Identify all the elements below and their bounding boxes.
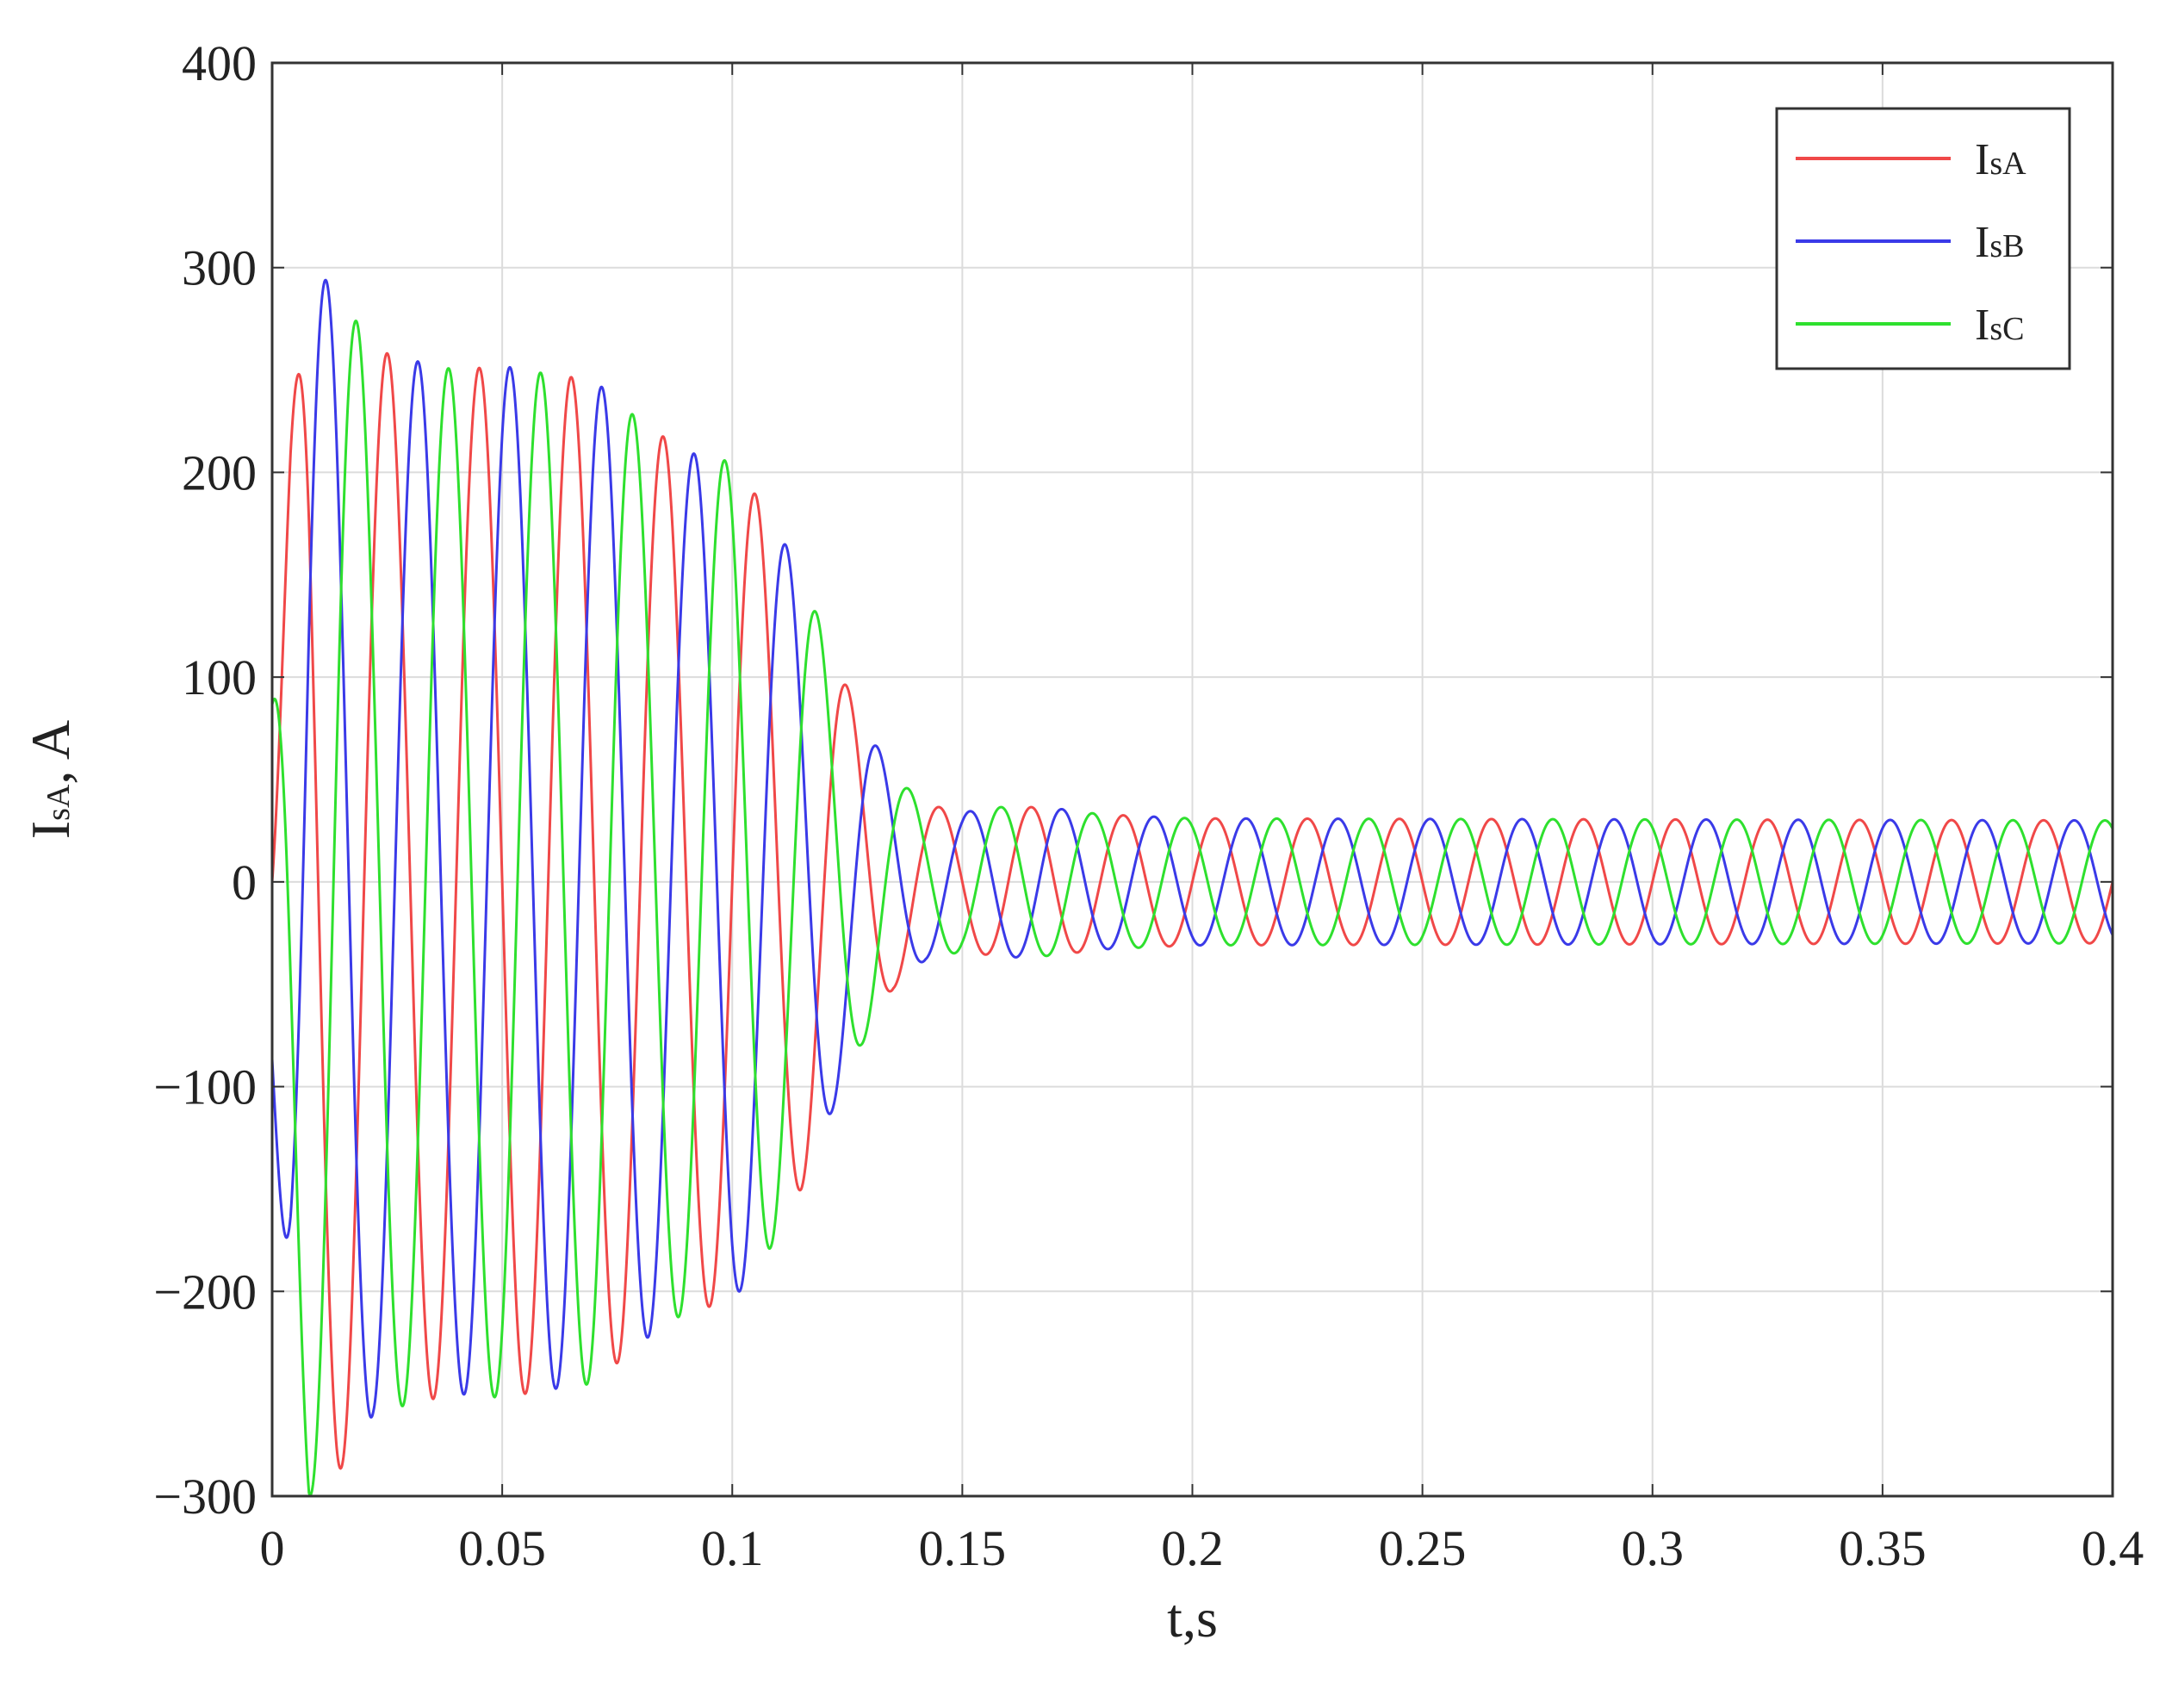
x-tick-label: 0.4 [2082,1520,2144,1576]
series-line-2 [270,278,2114,1419]
x-tick-label: 0.05 [458,1520,546,1576]
x-tick-label: 0.2 [1161,1520,1224,1576]
y-tick-labels: −300 −200 −100 0 100 200 300 400 [153,35,257,1525]
y-axis-title-sub: sA [40,784,77,821]
y-axis-title-main: I [20,821,81,839]
legend-label: IsB [1975,218,2024,267]
axis-ticks [271,62,2113,1497]
series-line-1 [270,351,2114,1470]
x-tick-label: 0.3 [1622,1520,1685,1576]
legend-label-main: I [1975,135,1989,184]
x-tick-labels: 0 0.05 0.1 0.15 0.2 0.25 0.3 0.35 0.4 [260,1520,2144,1576]
series-line-3 [270,320,2114,1497]
x-axis-title: t,s [1167,1587,1218,1649]
y-tick-label: −300 [153,1469,257,1525]
y-tick-label: 200 [182,444,257,500]
y-tick-label: 0 [232,854,257,910]
x-tick-label: 0.1 [701,1520,764,1576]
y-axis-title: IsA, A [20,720,81,839]
x-tick-label: 0 [260,1520,285,1576]
legend-label-sub: sA [1989,146,2026,182]
series-group [270,278,2114,1497]
x-tick-label: 0.15 [919,1520,1007,1576]
legend-label-main: I [1975,218,1989,267]
y-tick-label: −200 [153,1264,257,1320]
legend-label-sub: sB [1989,228,2024,264]
x-tick-label: 0.25 [1379,1520,1467,1576]
legend-label: IsA [1975,135,2026,184]
y-axis-title-unit: , A [20,720,81,785]
y-tick-label: 100 [182,649,257,705]
y-tick-label: 300 [182,240,257,296]
legend-label: IsC [1975,301,2024,350]
y-tick-label: −100 [153,1059,257,1115]
x-tick-label: 0.35 [1839,1520,1927,1576]
y-tick-label: 400 [182,35,257,91]
legend-label-main: I [1975,301,1989,350]
legend-label-sub: sC [1989,311,2024,347]
